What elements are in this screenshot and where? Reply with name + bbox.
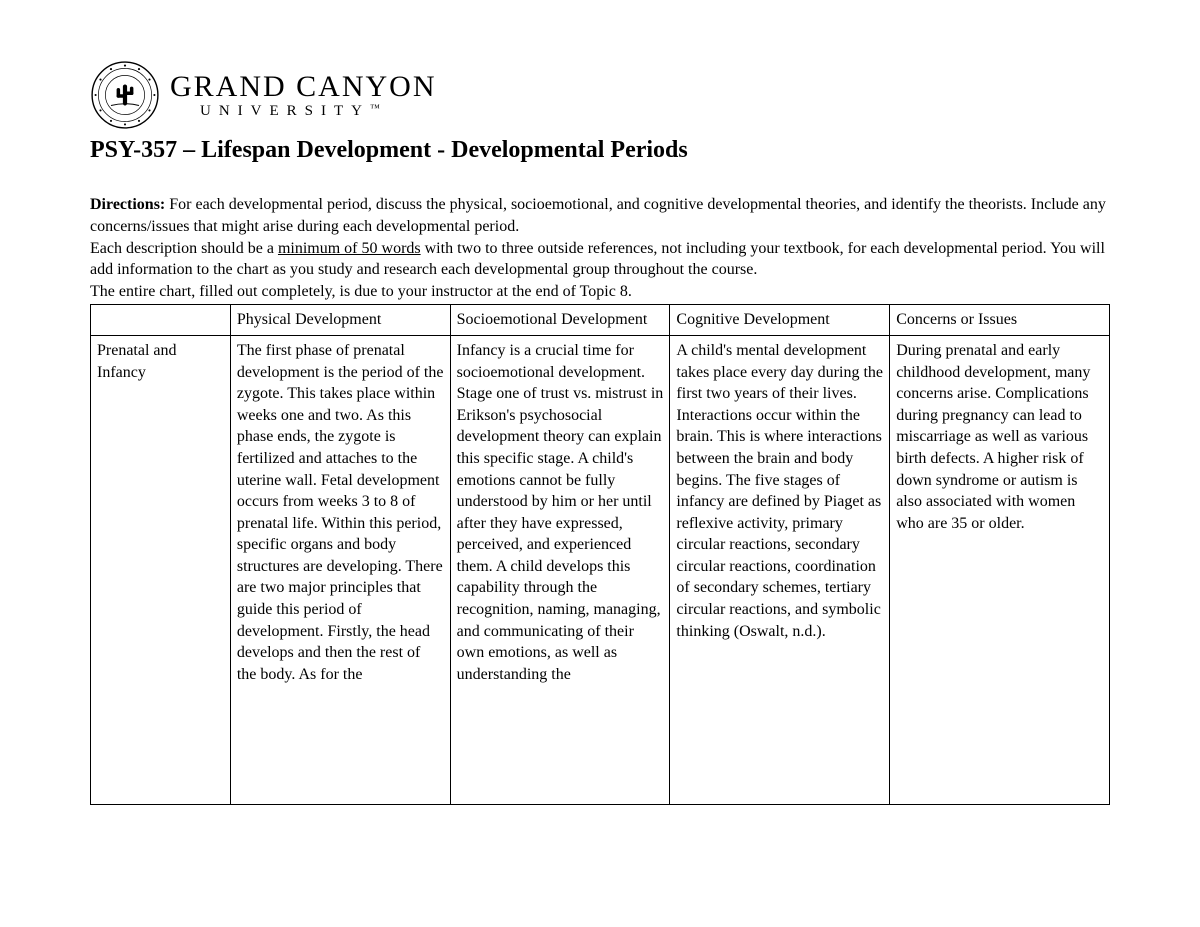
directions-p2-underline: minimum of 50 words <box>278 240 421 257</box>
directions-p2a: Each description should be a <box>90 240 278 257</box>
directions-p1: For each developmental period, discuss t… <box>90 196 1106 235</box>
header-cognitive: Cognitive Development <box>670 305 890 336</box>
cell-concerns: During prenatal and early childhood deve… <box>890 335 1110 804</box>
logo-row: GRAND CANYON UNIVERSITY™ <box>90 60 1110 130</box>
directions-block: Directions: For each developmental perio… <box>90 194 1110 302</box>
header-socioemotional: Socioemotional Development <box>450 305 670 336</box>
table-row: Prenatal and Infancy The first phase of … <box>91 335 1110 804</box>
logo-main-text: GRAND CANYON <box>170 72 437 102</box>
table-header-row: Physical Development Socioemotional Deve… <box>91 305 1110 336</box>
university-seal-icon <box>90 60 160 130</box>
cell-cognitive: A child's mental development takes place… <box>670 335 890 804</box>
row-label: Prenatal and Infancy <box>91 335 231 804</box>
cell-physical: The first phase of prenatal development … <box>230 335 450 804</box>
header-physical: Physical Development <box>230 305 450 336</box>
header-concerns: Concerns or Issues <box>890 305 1110 336</box>
logo-text: GRAND CANYON UNIVERSITY™ <box>170 72 437 119</box>
development-table: Physical Development Socioemotional Deve… <box>90 304 1110 805</box>
directions-p3: The entire chart, filled out completely,… <box>90 283 632 300</box>
directions-label: Directions: <box>90 196 165 213</box>
header-blank <box>91 305 231 336</box>
page-title: PSY-357 – Lifespan Development - Develop… <box>90 134 1110 166</box>
logo-sub-text: UNIVERSITY™ <box>200 104 437 119</box>
cell-socioemotional: Infancy is a crucial time for socioemoti… <box>450 335 670 804</box>
